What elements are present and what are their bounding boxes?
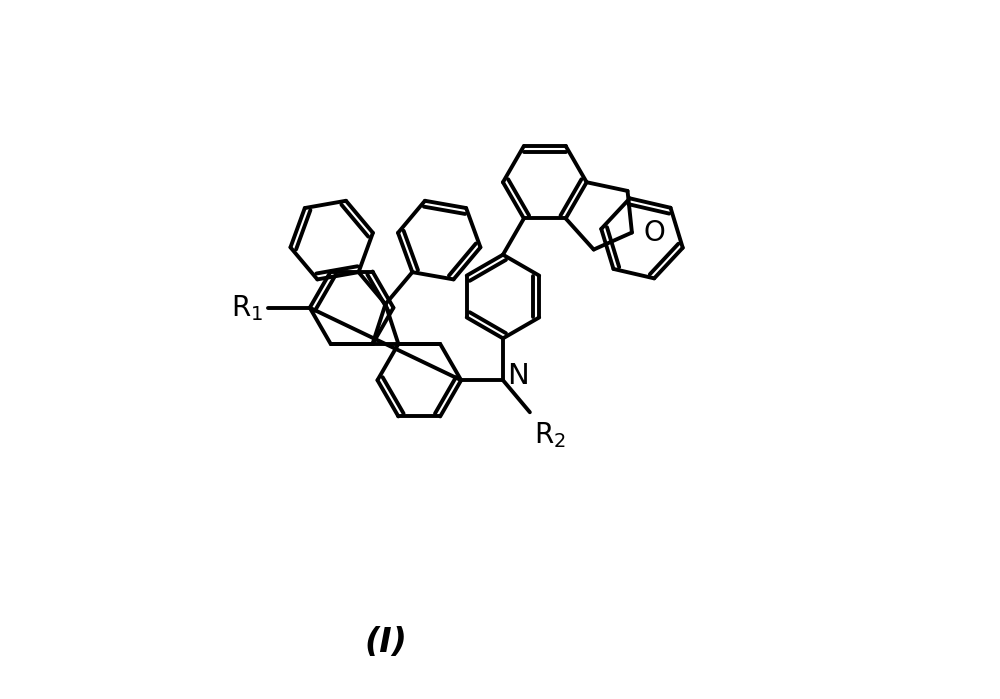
Text: (I): (I) [364,626,407,659]
Text: O: O [644,219,666,247]
Text: N: N [507,362,529,390]
Text: R$_1$: R$_1$ [231,293,263,323]
Text: R$_2$: R$_2$ [534,420,566,450]
